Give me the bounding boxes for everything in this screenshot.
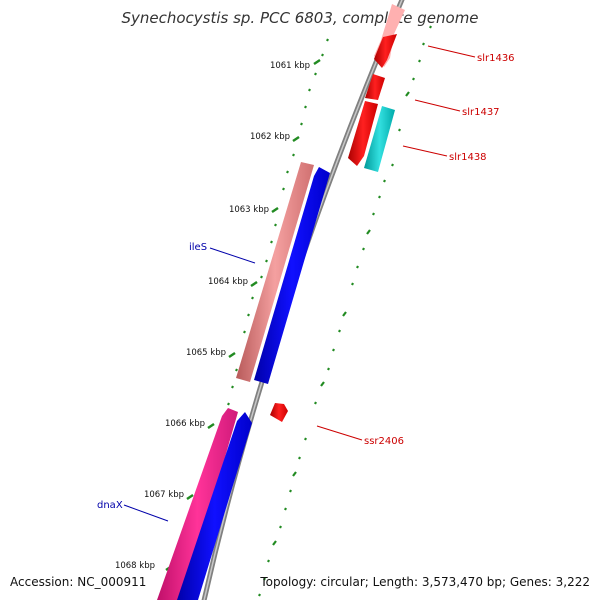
label-slr1437[interactable]: slr1437 [462, 107, 500, 118]
map-title: Synechocystis sp. PCC 6803, complete gen… [121, 9, 478, 27]
gene-slr1437-head[interactable] [365, 74, 385, 100]
gene-ileS-rrna[interactable] [236, 162, 314, 382]
topology-text: Topology: circular; Length: 3,573,470 bp… [259, 575, 590, 589]
tick-label-1062: 1062 kbp [250, 132, 290, 142]
outer-tick-track [258, 25, 432, 597]
gene-ssr2406[interactable] [270, 403, 288, 422]
tick-label-1064: 1064 kbp [208, 277, 248, 287]
tick-label-1066: 1066 kbp [165, 419, 205, 429]
gene-slr1437[interactable] [348, 101, 378, 166]
label-connectors [123, 45, 476, 522]
gene-slr1436[interactable] [374, 34, 397, 68]
tick-label-1067: 1067 kbp [144, 490, 184, 500]
gene-dnaX-trna[interactable] [157, 408, 238, 600]
gene-labels: slr1436 slr1437 slr1438 ssr2406 ileS dna… [97, 53, 515, 511]
reverse-strand-features [157, 162, 330, 600]
label-slr1436[interactable]: slr1436 [477, 53, 515, 64]
tick-label-1061: 1061 kbp [270, 61, 310, 71]
forward-strand-features [270, 4, 405, 422]
label-dnaX[interactable]: dnaX [97, 500, 123, 511]
tick-label-1063: 1063 kbp [229, 205, 269, 215]
kbp-tick-labels: 1061 kbp 1062 kbp 1063 kbp 1064 kbp 1065… [115, 61, 310, 571]
tick-label-1065: 1065 kbp [186, 348, 226, 358]
label-slr1438[interactable]: slr1438 [449, 152, 487, 163]
accession-text: Accession: NC_000911 [10, 575, 146, 589]
tick-label-1068: 1068 kbp [115, 561, 155, 571]
gene-ileS[interactable] [254, 167, 330, 384]
gene-dnaX[interactable] [177, 412, 252, 600]
label-ssr2406[interactable]: ssr2406 [364, 436, 404, 447]
gene-slr1438[interactable] [364, 106, 395, 172]
label-ileS[interactable]: ileS [189, 242, 207, 253]
